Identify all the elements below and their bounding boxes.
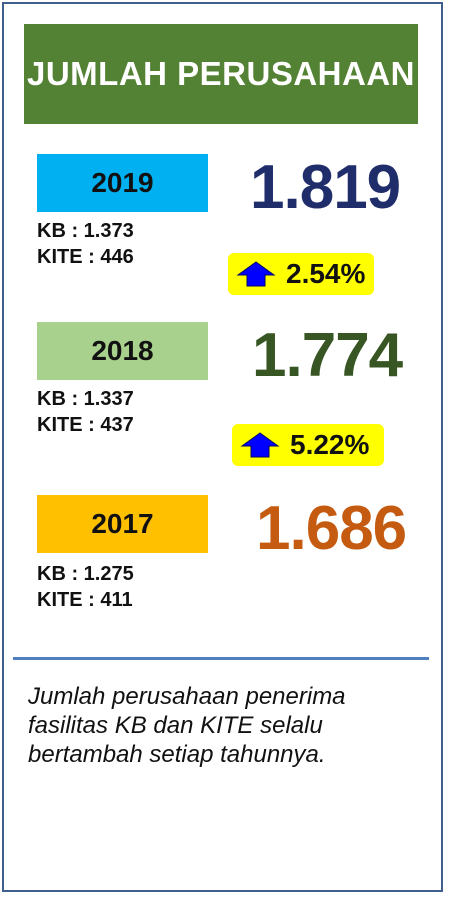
kb-count: KB : 1.373 — [37, 220, 134, 242]
year-text: 2019 — [91, 167, 154, 198]
arrow-up-icon — [240, 432, 280, 458]
year-label-2018: 2018 — [37, 322, 208, 380]
year-text: 2017 — [91, 508, 154, 539]
growth-percent: 5.22% — [290, 429, 370, 460]
detail-2017: KB : 1.275 KITE : 411 — [37, 561, 134, 613]
kite-count: KITE : 446 — [37, 246, 134, 268]
kb-count: KB : 1.337 — [37, 388, 134, 410]
infographic-frame — [2, 2, 443, 892]
detail-2019: KB : 1.373 KITE : 446 — [37, 218, 134, 270]
kite-count: KITE : 411 — [37, 589, 133, 611]
arrow-up-icon — [236, 261, 276, 287]
total-2017: 1.686 — [256, 494, 407, 563]
year-label-2019: 2019 — [37, 154, 208, 212]
growth-percent: 2.54% — [286, 258, 366, 289]
footnote-text: Jumlah perusahaan penerima fasilitas KB … — [28, 683, 346, 768]
total-2018: 1.774 — [252, 321, 403, 390]
growth-badge-2018: 5.22% — [232, 424, 384, 466]
total-2019: 1.819 — [250, 153, 401, 222]
growth-badge-2019: 2.54% — [228, 253, 374, 295]
page-title: JUMLAH PERUSAHAAN — [26, 55, 416, 92]
year-label-2017: 2017 — [37, 495, 208, 553]
title-banner: JUMLAH PERUSAHAAN — [24, 24, 418, 124]
kite-count: KITE : 437 — [37, 414, 134, 436]
kb-count: KB : 1.275 — [37, 563, 134, 585]
divider — [13, 657, 429, 660]
year-text: 2018 — [91, 335, 154, 366]
detail-2018: KB : 1.337 KITE : 437 — [37, 386, 134, 438]
